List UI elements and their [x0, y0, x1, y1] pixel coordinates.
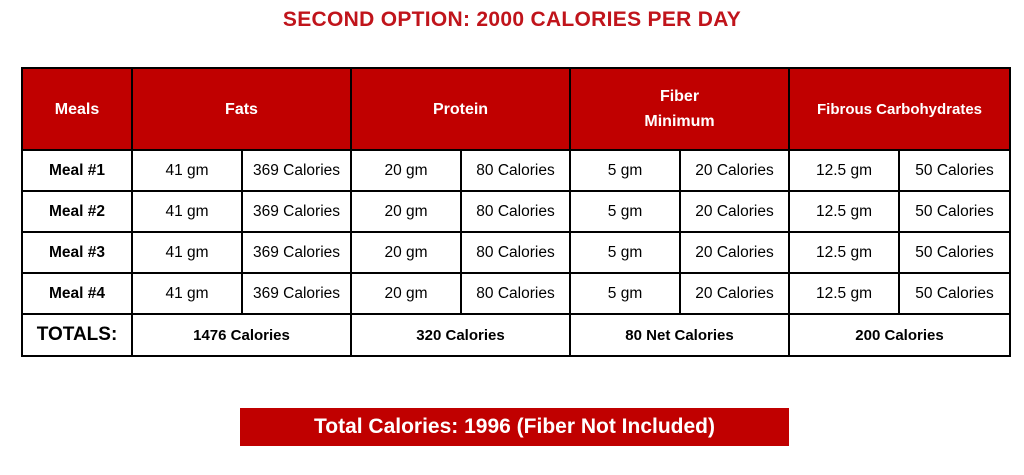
- cell-meal: Meal #4: [21, 272, 133, 315]
- table-row: Meal #2 41 gm 369 Calories 20 gm 80 Calories…: [21, 190, 1011, 233]
- cell-fat-cal: 369 Calories: [241, 231, 352, 274]
- cell-protein-cal: 80 Calories: [460, 272, 571, 315]
- cell-protein-gm: 20 gm: [350, 231, 462, 274]
- totals-fats: 1476 Calories: [131, 313, 352, 357]
- page-title: SECOND OPTION: 2000 CALORIES PER DAY: [282, 8, 742, 31]
- cell-fat-gm: 41 gm: [131, 149, 243, 192]
- cell-fat-cal: 369 Calories: [241, 149, 352, 192]
- cell-fiber-cal: 20 Calories: [679, 190, 790, 233]
- cell-fat-cal: 369 Calories: [241, 190, 352, 233]
- cell-fiber-gm: 5 gm: [569, 190, 681, 233]
- header-fiber-line2: Minimum: [644, 113, 715, 130]
- cell-protein-cal: 80 Calories: [460, 149, 571, 192]
- calorie-table: Meals Fats Protein Fiber Minimum Fibrous…: [21, 67, 1011, 357]
- cell-fat-gm: 41 gm: [131, 272, 243, 315]
- header-protein: Protein: [350, 67, 571, 151]
- cell-fiber-gm: 5 gm: [569, 231, 681, 274]
- totals-label: TOTALS:: [21, 313, 133, 357]
- totals-carbs: 200 Calories: [788, 313, 1011, 357]
- cell-carb-gm: 12.5 gm: [788, 149, 900, 192]
- cell-protein-gm: 20 gm: [350, 149, 462, 192]
- cell-fiber-cal: 20 Calories: [679, 149, 790, 192]
- cell-fiber-cal: 20 Calories: [679, 231, 790, 274]
- cell-carb-gm: 12.5 gm: [788, 231, 900, 274]
- cell-carb-cal: 50 Calories: [898, 190, 1011, 233]
- cell-meal: Meal #2: [21, 190, 133, 233]
- header-fats: Fats: [131, 67, 352, 151]
- table-header-row: Meals Fats Protein Fiber Minimum Fibrous…: [21, 67, 1011, 151]
- header-carbs: Fibrous Carbohydrates: [788, 67, 1011, 151]
- cell-fiber-gm: 5 gm: [569, 149, 681, 192]
- header-fiber: Fiber Minimum: [569, 67, 790, 151]
- header-fiber-line1: Fiber: [659, 88, 700, 105]
- cell-fat-gm: 41 gm: [131, 190, 243, 233]
- cell-carb-cal: 50 Calories: [898, 149, 1011, 192]
- cell-fiber-cal: 20 Calories: [679, 272, 790, 315]
- cell-fat-gm: 41 gm: [131, 231, 243, 274]
- cell-carb-gm: 12.5 gm: [788, 272, 900, 315]
- cell-fiber-gm: 5 gm: [569, 272, 681, 315]
- totals-row: TOTALS: 1476 Calories 320 Calories 80 Ne…: [21, 313, 1011, 357]
- cell-protein-gm: 20 gm: [350, 190, 462, 233]
- cell-carb-gm: 12.5 gm: [788, 190, 900, 233]
- cell-protein-cal: 80 Calories: [460, 190, 571, 233]
- total-calories-banner: Total Calories: 1996 (Fiber Not Included…: [240, 408, 789, 446]
- cell-protein-cal: 80 Calories: [460, 231, 571, 274]
- cell-meal: Meal #1: [21, 149, 133, 192]
- table-row: Meal #4 41 gm 369 Calories 20 gm 80 Calories…: [21, 272, 1011, 315]
- cell-fat-cal: 369 Calories: [241, 272, 352, 315]
- cell-protein-gm: 20 gm: [350, 272, 462, 315]
- cell-carb-cal: 50 Calories: [898, 272, 1011, 315]
- cell-carb-cal: 50 Calories: [898, 231, 1011, 274]
- header-meals: Meals: [21, 67, 133, 151]
- totals-protein: 320 Calories: [350, 313, 571, 357]
- totals-fiber: 80 Net Calories: [569, 313, 790, 357]
- cell-meal: Meal #3: [21, 231, 133, 274]
- table-row: Meal #1 41 gm 369 Calories 20 gm 80 Calories…: [21, 149, 1011, 192]
- table-row: Meal #3 41 gm 369 Calories 20 gm 80 Calories…: [21, 231, 1011, 274]
